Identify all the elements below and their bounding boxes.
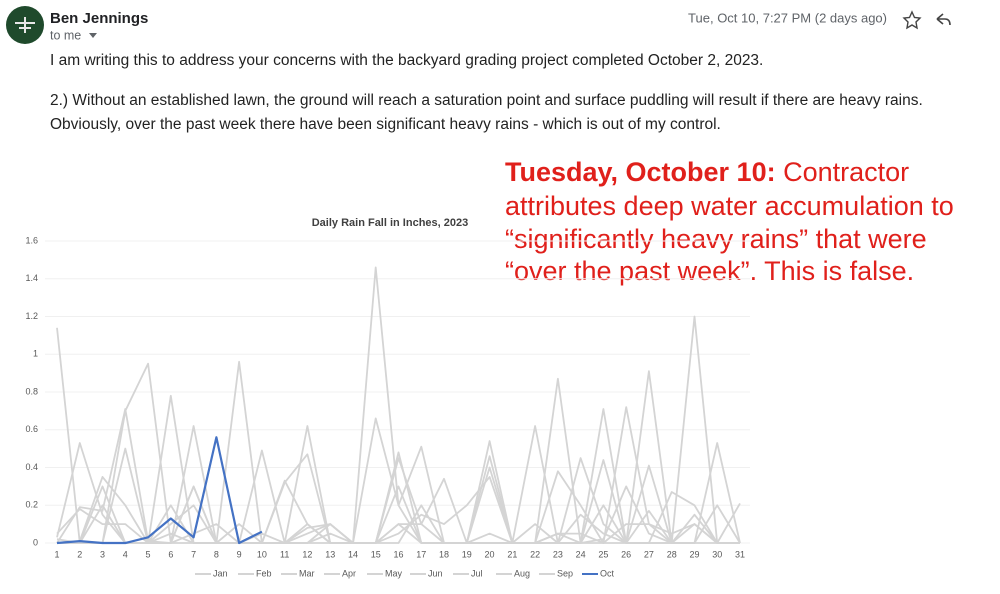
y-tick-label: 0.4 [25,462,38,472]
x-tick-label: 8 [214,549,219,559]
y-tick-label: 1.2 [25,311,38,321]
sender: Ben Jennings [50,10,148,27]
legend-label: Aug [514,568,530,578]
y-tick-label: 0.8 [25,386,38,396]
date: Tue, Oct 10, 7:27 PM (2 days ago) [688,10,887,25]
body-line: 2.) Without an established lawn, the gro… [50,92,923,109]
x-tick-label: 26 [621,549,631,559]
x-tick-label: 30 [712,549,722,559]
recipient[interactable]: to me [50,28,81,42]
x-tick-label: 4 [123,549,128,559]
x-tick-label: 29 [689,549,699,559]
legend-label: Apr [342,568,356,578]
legend-label: Mar [299,568,315,578]
x-tick-label: 15 [371,549,381,559]
x-tick-label: 18 [439,549,449,559]
x-tick-label: 2 [77,549,82,559]
x-tick-label: 6 [168,549,173,559]
series-line [56,394,672,544]
x-tick-label: 25 [598,549,608,559]
x-tick-label: 31 [735,549,745,559]
chart: 00.20.40.60.811.21.41.61 2 3 4 5 6 7 8 9 10 11 12 13… [25,235,750,578]
x-tick-label: 17 [416,549,426,559]
legend-label: Jul [471,568,483,578]
x-tick-label: 22 [530,549,540,559]
y-tick-label: 0.2 [25,500,38,510]
x-tick-label: 12 [302,549,312,559]
x-tick-label: 1 [54,549,59,559]
annotation-line: attributes deep water accumulation to [505,191,954,221]
annotation-text: Contractor [776,157,910,187]
x-tick-label: 16 [393,549,403,559]
legend-label: May [385,568,403,578]
y-tick-label: 1.6 [25,235,38,245]
legend-label: Sep [557,568,573,578]
x-tick-label: 9 [237,549,242,559]
x-tick-label: 20 [485,549,495,559]
x-tick-label: 5 [146,549,151,559]
x-tick-label: 23 [553,549,563,559]
y-tick-label: 1 [33,349,38,359]
body-line: Obviously, over the past week there have… [50,116,721,133]
x-tick-label: 14 [348,549,358,559]
x-tick-label: 11 [280,549,289,559]
annotation-line: “over the past week”. This is false. [505,256,914,286]
series-line [56,436,263,545]
body-line: I am writing this to address your concer… [50,52,763,69]
y-tick-label: 0.6 [25,424,38,434]
series-line [57,504,718,544]
reply-icon[interactable] [936,13,951,26]
x-tick-label: 21 [507,549,517,559]
x-tick-label: 24 [576,549,586,559]
legend-label: Feb [256,568,272,578]
chart-title: Daily Rain Fall in Inches, 2023 [312,217,469,229]
x-tick-label: 7 [191,549,196,559]
annotation-heading: Tuesday, October 10: [505,157,776,187]
x-tick-label: 28 [667,549,677,559]
x-tick-label: 3 [100,549,105,559]
caret[interactable] [89,33,97,38]
annotation-line: Tuesday, October 10: Contractor [505,157,909,187]
x-tick-label: 27 [644,549,654,559]
x-tick-label: 10 [257,549,267,559]
x-tick-label: 19 [462,549,472,559]
avatar-logo [15,17,35,33]
legend-label: Jun [428,568,443,578]
legend-label: Jan [213,568,228,578]
y-tick-label: 0 [33,537,38,547]
y-tick-label: 1.4 [25,273,38,283]
x-tick-label: 13 [325,549,335,559]
annotation-line: “significantly heavy rains” that were [505,224,927,254]
star-icon[interactable] [902,10,922,30]
legend-label: Oct [600,568,615,578]
